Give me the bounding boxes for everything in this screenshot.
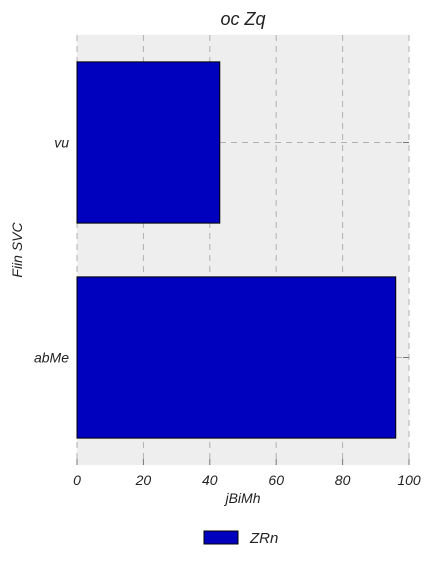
x-tick-label: 80 <box>335 472 351 488</box>
y-axis-label: Fiin SVC <box>9 221 25 277</box>
bar-vu <box>76 61 221 224</box>
y-tick-label: vu <box>54 135 69 151</box>
legend-swatch <box>203 530 239 545</box>
x-tick-label: 20 <box>135 472 152 488</box>
chart-title: oc Zq <box>220 9 265 29</box>
y-tick-label: abMe <box>34 350 69 366</box>
x-tick-label: 0 <box>73 472 81 488</box>
x-axis-label: jBiMh <box>223 490 260 506</box>
bar-abme <box>76 276 397 439</box>
legend: ZRn <box>203 530 278 547</box>
x-tick-label: 100 <box>397 472 421 488</box>
x-tick-label: 60 <box>268 472 284 488</box>
legend-label-zrn: ZRn <box>249 530 278 547</box>
x-tick-label: 40 <box>202 472 218 488</box>
tick-labels: 0 20 40 60 80 100 abMe vu <box>34 135 421 489</box>
bars <box>76 61 397 439</box>
